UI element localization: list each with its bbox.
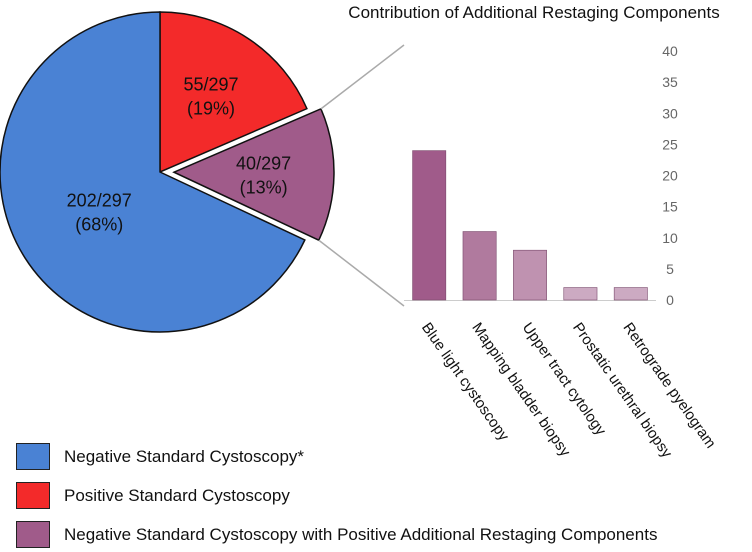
y-tick-label: 10 [662, 230, 678, 246]
legend-item-additional: Negative Standard Cystoscopy with Positi… [16, 521, 657, 548]
y-tick-label: 0 [666, 292, 674, 308]
pie-slice-negative [0, 11, 306, 333]
x-tick-label: Mapping bladder biopsy [468, 320, 574, 461]
y-tick-label: 25 [662, 136, 678, 152]
pie-chart: 55/297 (19%) 40/297 (13%) 202/297 (68%) [0, 11, 335, 333]
legend-swatch-additional [16, 521, 50, 548]
legend-item-negative: Negative Standard Cystoscopy* [16, 443, 304, 470]
pie-label-percent-additional: (13%) [240, 178, 288, 198]
y-tick-label: 35 [662, 74, 678, 90]
bar-chart: 0 5 10 15 20 25 30 35 40 Blue light cystoscopyMap… [404, 43, 719, 462]
pie-label-percent-positive: (19%) [187, 98, 235, 118]
connector-line-bottom [318, 239, 405, 307]
pie-label-fraction-positive: 55/297 [183, 74, 238, 94]
legend-label-additional: Negative Standard Cystoscopy with Positi… [64, 524, 658, 544]
y-tick-label: 20 [662, 168, 678, 184]
x-tick-label: Prostatic urethral biopsy [569, 320, 676, 462]
y-tick-label: 15 [662, 199, 678, 215]
y-tick-label: 40 [662, 43, 678, 59]
connector-line-top [320, 44, 405, 110]
bar-3 [513, 249, 547, 301]
pie-slice-additional [172, 107, 335, 242]
bar-2 [462, 231, 497, 301]
pie-slice-positive [159, 11, 308, 174]
y-tick-label: 30 [662, 105, 678, 121]
x-tick-label: Blue light cystoscopy [418, 320, 513, 445]
bar-4 [563, 287, 598, 301]
legend-item-positive: Positive Standard Cystoscopy [16, 482, 290, 509]
bar-5 [613, 287, 648, 301]
x-tick-label: Retrograde pyelogram [620, 320, 720, 452]
bar-chart-title: Contribution of Additional Restaging Com… [348, 3, 719, 22]
pie-label-percent-negative: (68%) [75, 215, 123, 235]
legend-swatch-negative [16, 443, 50, 470]
pie-label-fraction-negative: 202/297 [67, 191, 132, 211]
y-tick-label: 5 [666, 261, 674, 277]
pie-label-fraction-additional: 40/297 [236, 154, 291, 174]
bar-1 [412, 150, 447, 301]
explode-connectors [318, 44, 405, 307]
legend-swatch-positive [16, 482, 50, 509]
legend-label-negative: Negative Standard Cystoscopy* [64, 446, 305, 466]
legend-label-positive: Positive Standard Cystoscopy [64, 485, 290, 505]
